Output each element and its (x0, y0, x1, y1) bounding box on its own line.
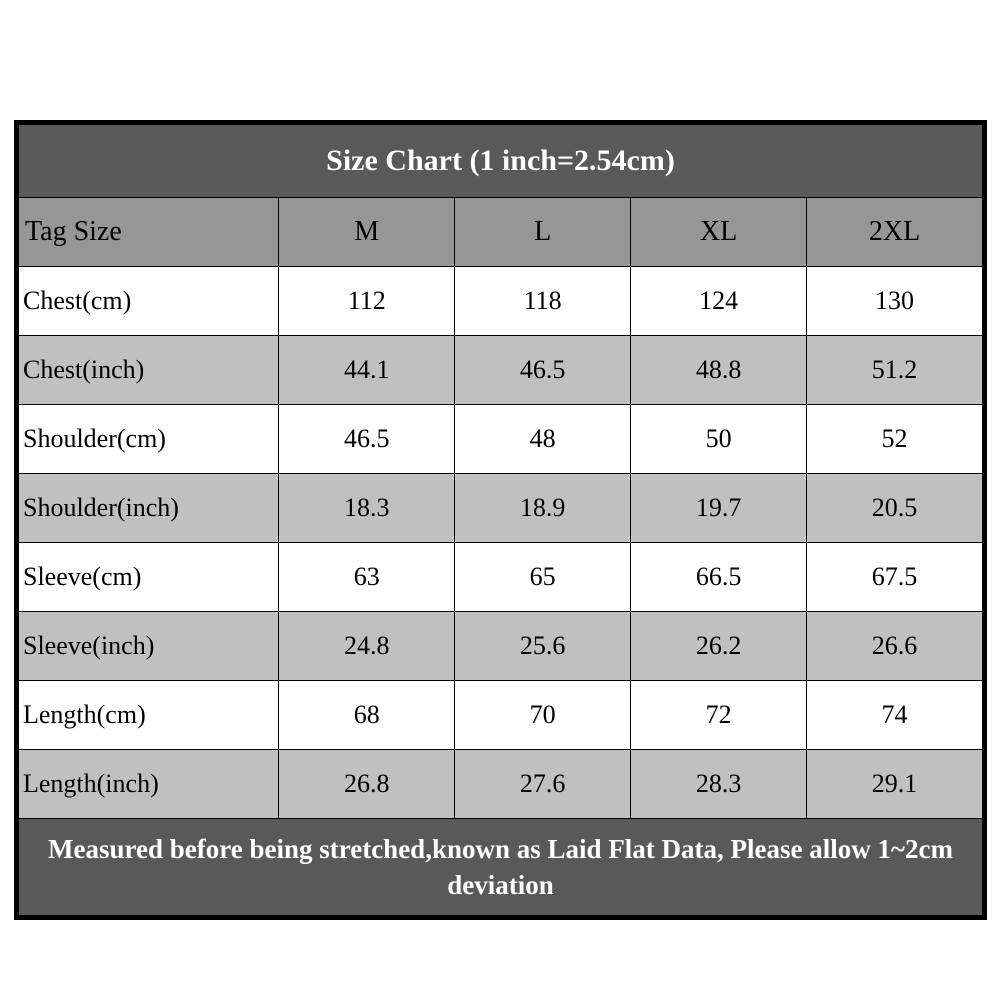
cell: 66.5 (631, 543, 807, 612)
cell: 19.7 (631, 474, 807, 543)
table-row: Sleeve(inch) 24.8 25.6 26.2 26.6 (19, 612, 983, 681)
cell: 46.5 (279, 405, 455, 474)
cell: 46.5 (455, 336, 631, 405)
row-label: Shoulder(cm) (19, 405, 279, 474)
cell: 20.5 (807, 474, 983, 543)
col-header-1: M (279, 198, 455, 267)
cell: 18.9 (455, 474, 631, 543)
cell: 26.6 (807, 612, 983, 681)
header-row: Tag Size M L XL 2XL (19, 198, 983, 267)
cell: 74 (807, 681, 983, 750)
table-row: Shoulder(inch) 18.3 18.9 19.7 20.5 (19, 474, 983, 543)
col-header-3: XL (631, 198, 807, 267)
cell: 24.8 (279, 612, 455, 681)
row-label: Shoulder(inch) (19, 474, 279, 543)
table-row: Shoulder(cm) 46.5 48 50 52 (19, 405, 983, 474)
cell: 67.5 (807, 543, 983, 612)
cell: 118 (455, 267, 631, 336)
cell: 25.6 (455, 612, 631, 681)
table-row: Length(cm) 68 70 72 74 (19, 681, 983, 750)
table-row: Chest(cm) 112 118 124 130 (19, 267, 983, 336)
cell: 63 (279, 543, 455, 612)
cell: 68 (279, 681, 455, 750)
row-label: Sleeve(cm) (19, 543, 279, 612)
size-chart-table: Size Chart (1 inch=2.54cm) Tag Size M L … (18, 124, 983, 916)
row-label: Chest(inch) (19, 336, 279, 405)
cell: 52 (807, 405, 983, 474)
cell: 72 (631, 681, 807, 750)
cell: 50 (631, 405, 807, 474)
footer-row: Measured before being stretched,known as… (19, 819, 983, 916)
cell: 48 (455, 405, 631, 474)
row-label: Length(inch) (19, 750, 279, 819)
table-title: Size Chart (1 inch=2.54cm) (19, 125, 983, 198)
cell: 51.2 (807, 336, 983, 405)
cell: 27.6 (455, 750, 631, 819)
table-row: Length(inch) 26.8 27.6 28.3 29.1 (19, 750, 983, 819)
table-row: Sleeve(cm) 63 65 66.5 67.5 (19, 543, 983, 612)
cell: 26.2 (631, 612, 807, 681)
cell: 65 (455, 543, 631, 612)
cell: 18.3 (279, 474, 455, 543)
row-label: Length(cm) (19, 681, 279, 750)
title-row: Size Chart (1 inch=2.54cm) (19, 125, 983, 198)
cell: 29.1 (807, 750, 983, 819)
cell: 28.3 (631, 750, 807, 819)
cell: 48.8 (631, 336, 807, 405)
col-header-2: L (455, 198, 631, 267)
cell: 112 (279, 267, 455, 336)
col-header-4: 2XL (807, 198, 983, 267)
row-label: Sleeve(inch) (19, 612, 279, 681)
cell: 26.8 (279, 750, 455, 819)
col-header-0: Tag Size (19, 198, 279, 267)
table-footer: Measured before being stretched,known as… (19, 819, 983, 916)
table-row: Chest(inch) 44.1 46.5 48.8 51.2 (19, 336, 983, 405)
cell: 124 (631, 267, 807, 336)
cell: 130 (807, 267, 983, 336)
cell: 70 (455, 681, 631, 750)
size-chart-container: Size Chart (1 inch=2.54cm) Tag Size M L … (14, 120, 987, 920)
cell: 44.1 (279, 336, 455, 405)
row-label: Chest(cm) (19, 267, 279, 336)
